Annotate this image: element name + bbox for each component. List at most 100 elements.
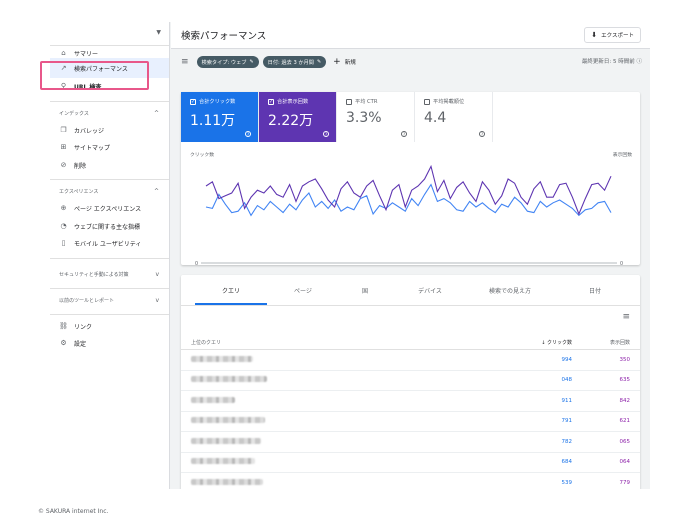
section-toggle-experience[interactable]: エクスペリエンス ^ — [50, 183, 169, 200]
checkbox-checked-icon[interactable]: ✓ — [190, 98, 196, 105]
blurred-query — [191, 396, 235, 403]
clicks-cell: 791 — [561, 418, 573, 425]
sidebar-item-sitemaps[interactable]: ⊞ サイトマップ — [50, 139, 169, 157]
main-content: 検索パフォーマンス ⬇ エクスポート ≡ 検索タイプ: ウェブ ✎ 日付: 過去… — [171, 22, 650, 489]
table-row[interactable]: 791 621 — [181, 412, 640, 432]
help-icon[interactable]: ? — [479, 131, 485, 137]
chip-label: 検索タイプ: ウェブ — [201, 59, 247, 66]
dimension-tabs: クエリ ページ 国 デバイス 検索での見え方 日付 — [181, 275, 640, 306]
tab-devices[interactable]: デバイス — [405, 275, 455, 305]
sidebar: ▼ ⌂ サマリー ↗ 検索パフォーマンス ⚲ URL 検査 インデックス ^ ❐… — [50, 22, 170, 489]
tab-label: ページ — [294, 287, 312, 295]
sidebar-item-label: カバレッジ — [74, 127, 105, 135]
sidebar-item-url-inspection[interactable]: ⚲ URL 検査 — [50, 78, 169, 96]
metric-label: 合計表示回数 — [277, 99, 309, 105]
export-button[interactable]: ⬇ エクスポート — [584, 27, 641, 43]
section-toggle-index[interactable]: インデックス ^ — [50, 105, 169, 122]
header-clicks[interactable]: ↓ クリック数 — [512, 339, 572, 346]
header-impressions[interactable]: 表示回数 — [609, 339, 630, 346]
dimension-table-card: クエリ ページ 国 デバイス 検索での見え方 日付 ≡ 上位のクエリ ↓ クリッ… — [181, 275, 640, 489]
tab-label: デバイス — [418, 287, 442, 295]
table-row[interactable]: 539 779 — [181, 473, 640, 489]
tab-search-appearance[interactable]: 検索での見え方 — [455, 275, 565, 305]
copyright-notice: © SAKURA internet Inc. — [38, 508, 109, 515]
metric-average-position[interactable]: 平均掲載順位 4.4 ? — [415, 92, 493, 142]
sidebar-section-experience: エクスペリエンス ^ ⊕ ページ エクスペリエンス ◔ ウェブに関する主な指標 … — [50, 179, 169, 253]
impressions-cell: 065 — [619, 438, 631, 445]
table-row[interactable]: 911 842 — [181, 391, 640, 412]
chevron-up-icon: ^ — [153, 188, 159, 195]
help-icon[interactable]: ⓘ — [636, 59, 642, 65]
blurred-query — [191, 355, 253, 362]
sidebar-item-summary[interactable]: ⌂ サマリー — [50, 46, 169, 58]
table-row[interactable]: 048 635 — [181, 371, 640, 391]
sidebar-item-label: 設定 — [74, 341, 87, 349]
sidebar-item-coverage[interactable]: ❐ カバレッジ — [50, 122, 169, 140]
sidebar-item-mobile-usability[interactable]: ▯ モバイル ユーザビリティ — [50, 235, 169, 253]
checkbox-unchecked-icon[interactable] — [424, 98, 430, 105]
checkbox-unchecked-icon[interactable] — [346, 98, 352, 105]
query-cell — [191, 376, 512, 384]
filter-icon[interactable]: ≡ — [181, 56, 189, 67]
filter-chip-date[interactable]: 日付: 過去 3 か月間 ✎ — [262, 56, 327, 68]
section-toggle-security[interactable]: セキュリティと手動による対策 v — [50, 262, 169, 288]
impressions-cell: 064 — [619, 459, 631, 466]
sidebar-item-label: リンク — [74, 323, 93, 331]
section-toggle-legacy[interactable]: 以前のツールとレポート v — [50, 292, 169, 309]
last-updated: 最終更新日: 5 時間前 ⓘ — [582, 57, 642, 65]
table-row[interactable]: 994 350 — [181, 350, 640, 371]
table-row[interactable]: 684 064 — [181, 453, 640, 473]
section-title: インデックス — [59, 110, 89, 117]
sidebar-item-core-web-vitals[interactable]: ◔ ウェブに関する主な指標 — [50, 218, 169, 236]
blurred-query — [191, 376, 267, 383]
clicks-cell: 684 — [561, 459, 573, 466]
caret-down-icon: ▼ — [156, 29, 161, 36]
y-axis-left-label: クリック数 — [190, 151, 214, 158]
metric-label: 平均掲載順位 — [433, 99, 465, 105]
tab-dates[interactable]: 日付 — [565, 275, 625, 305]
tab-pages[interactable]: ページ — [281, 275, 325, 305]
metric-total-clicks[interactable]: ✓ 合計クリック数 1.11万 ? — [181, 92, 259, 142]
last-updated-text: 最終更新日: 5 時間前 — [581, 59, 635, 65]
property-selector[interactable]: ▼ — [50, 22, 169, 46]
metric-total-impressions[interactable]: ✓ 合計表示回数 2.22万 ? — [259, 92, 337, 142]
sidebar-item-search-performance[interactable]: ↗ 検索パフォーマンス — [50, 58, 169, 78]
header-query: 上位のクエリ — [191, 339, 222, 346]
table-row[interactable]: 782 065 — [181, 432, 640, 453]
chip-label: 日付: 過去 3 か月間 — [267, 59, 314, 66]
tab-queries[interactable]: クエリ — [181, 275, 281, 305]
links-icon: ⛓ — [59, 321, 68, 330]
sidebar-item-links[interactable]: ⛓ リンク — [50, 318, 169, 336]
y-axis-right-label: 表示回数 — [613, 151, 632, 158]
sidebar-item-settings[interactable]: ⚙ 設定 — [50, 335, 169, 353]
metric-average-ctr[interactable]: 平均 CTR 3.3% ? — [337, 92, 415, 142]
download-icon: ⬇ — [591, 31, 598, 39]
sidebar-item-page-experience[interactable]: ⊕ ページ エクスペリエンス — [50, 200, 169, 218]
filter-icon[interactable]: ≡ — [622, 312, 630, 322]
help-icon[interactable]: ? — [323, 131, 329, 137]
sidebar-item-label: 検索パフォーマンス — [74, 65, 128, 73]
query-cell — [191, 478, 512, 487]
tab-countries[interactable]: 国 — [325, 275, 405, 305]
search-icon: ⚲ — [60, 82, 67, 91]
clicks-cell: 911 — [561, 397, 573, 404]
new-filter-button[interactable]: + 新規 — [333, 57, 356, 67]
query-cell — [191, 396, 512, 405]
impressions-cell: 635 — [619, 377, 631, 384]
query-cell — [191, 437, 512, 446]
header-clicks-label: クリック数 — [546, 339, 572, 346]
metric-value: 2.22万 — [268, 113, 314, 129]
clicks-cell: 782 — [561, 438, 573, 445]
filter-chip-search-type[interactable]: 検索タイプ: ウェブ ✎ — [196, 56, 259, 68]
sidebar-item-removals[interactable]: ⊘ 削除 — [50, 157, 169, 175]
chevron-up-icon: ^ — [153, 109, 159, 117]
tab-label: 日付 — [588, 287, 601, 295]
performance-chart[interactable]: クリック数 表示回数 0 0 — [181, 142, 640, 265]
page-title: 検索パフォーマンス — [181, 31, 267, 42]
help-icon[interactable]: ? — [401, 131, 407, 137]
trending-up-icon: ↗ — [60, 63, 67, 72]
query-cell — [191, 458, 512, 466]
sidebar-item-label: サイトマップ — [74, 145, 111, 153]
help-icon[interactable]: ? — [245, 131, 251, 137]
checkbox-checked-icon[interactable]: ✓ — [268, 98, 274, 105]
